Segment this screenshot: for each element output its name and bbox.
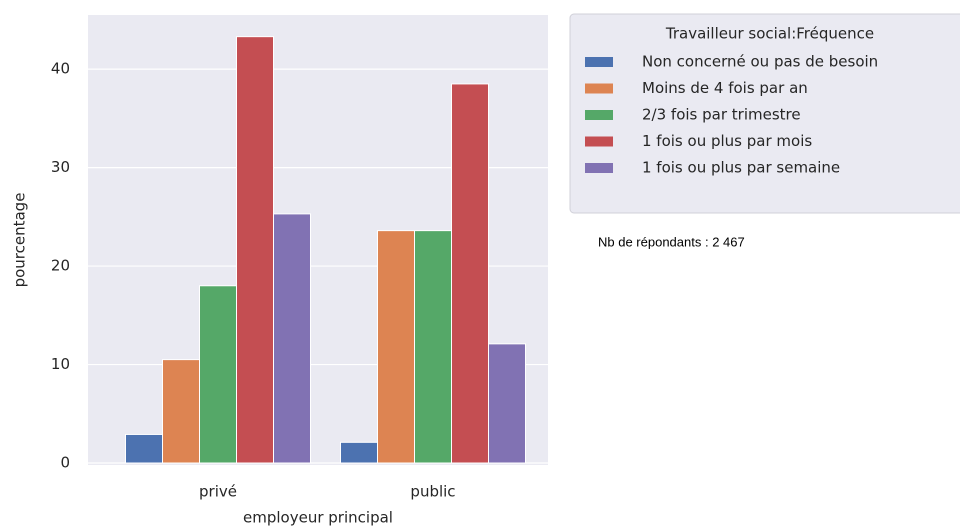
legend-swatch (585, 83, 613, 94)
x-tick-label: privé (199, 483, 237, 501)
bars (125, 36, 526, 464)
bar (199, 285, 237, 464)
legend-title: Travailleur social:Fréquence (665, 25, 874, 43)
bar (125, 433, 163, 464)
legend-swatch (585, 110, 613, 120)
legend-label: Non concerné ou pas de besoin (642, 53, 878, 71)
bar (414, 230, 452, 464)
bar (488, 343, 526, 464)
legend-label: 2/3 fois par trimestre (642, 106, 801, 124)
y-tick-label: 0 (60, 454, 70, 472)
legend-box (569, 13, 960, 214)
y-tick-label: 40 (51, 60, 70, 78)
legend-swatch (585, 163, 613, 173)
y-tick-label: 30 (51, 158, 70, 176)
y-tick-label: 10 (51, 355, 70, 373)
legend-label: 1 fois ou plus par semaine (642, 159, 840, 177)
legend: Non concerné ou pas de besoin Moins de 4 … (585, 53, 878, 177)
bar (340, 441, 378, 464)
bar (162, 359, 200, 464)
bar (273, 213, 311, 464)
legend-label: 1 fois ou plus par mois (642, 132, 812, 150)
legend-swatch (585, 57, 613, 67)
x-tick-label: public (410, 483, 455, 501)
bar (377, 230, 415, 464)
legend-label: Moins de 4 fois par an (642, 79, 808, 97)
bar (451, 83, 489, 464)
bar (236, 36, 274, 464)
annotation: Nb de répondants : 2 467 (598, 234, 745, 249)
legend-swatch (585, 136, 613, 147)
y-axis-label: pourcentage (11, 193, 29, 288)
y-tick-label: 20 (51, 257, 70, 275)
x-axis-label: employeur principal (243, 509, 393, 527)
